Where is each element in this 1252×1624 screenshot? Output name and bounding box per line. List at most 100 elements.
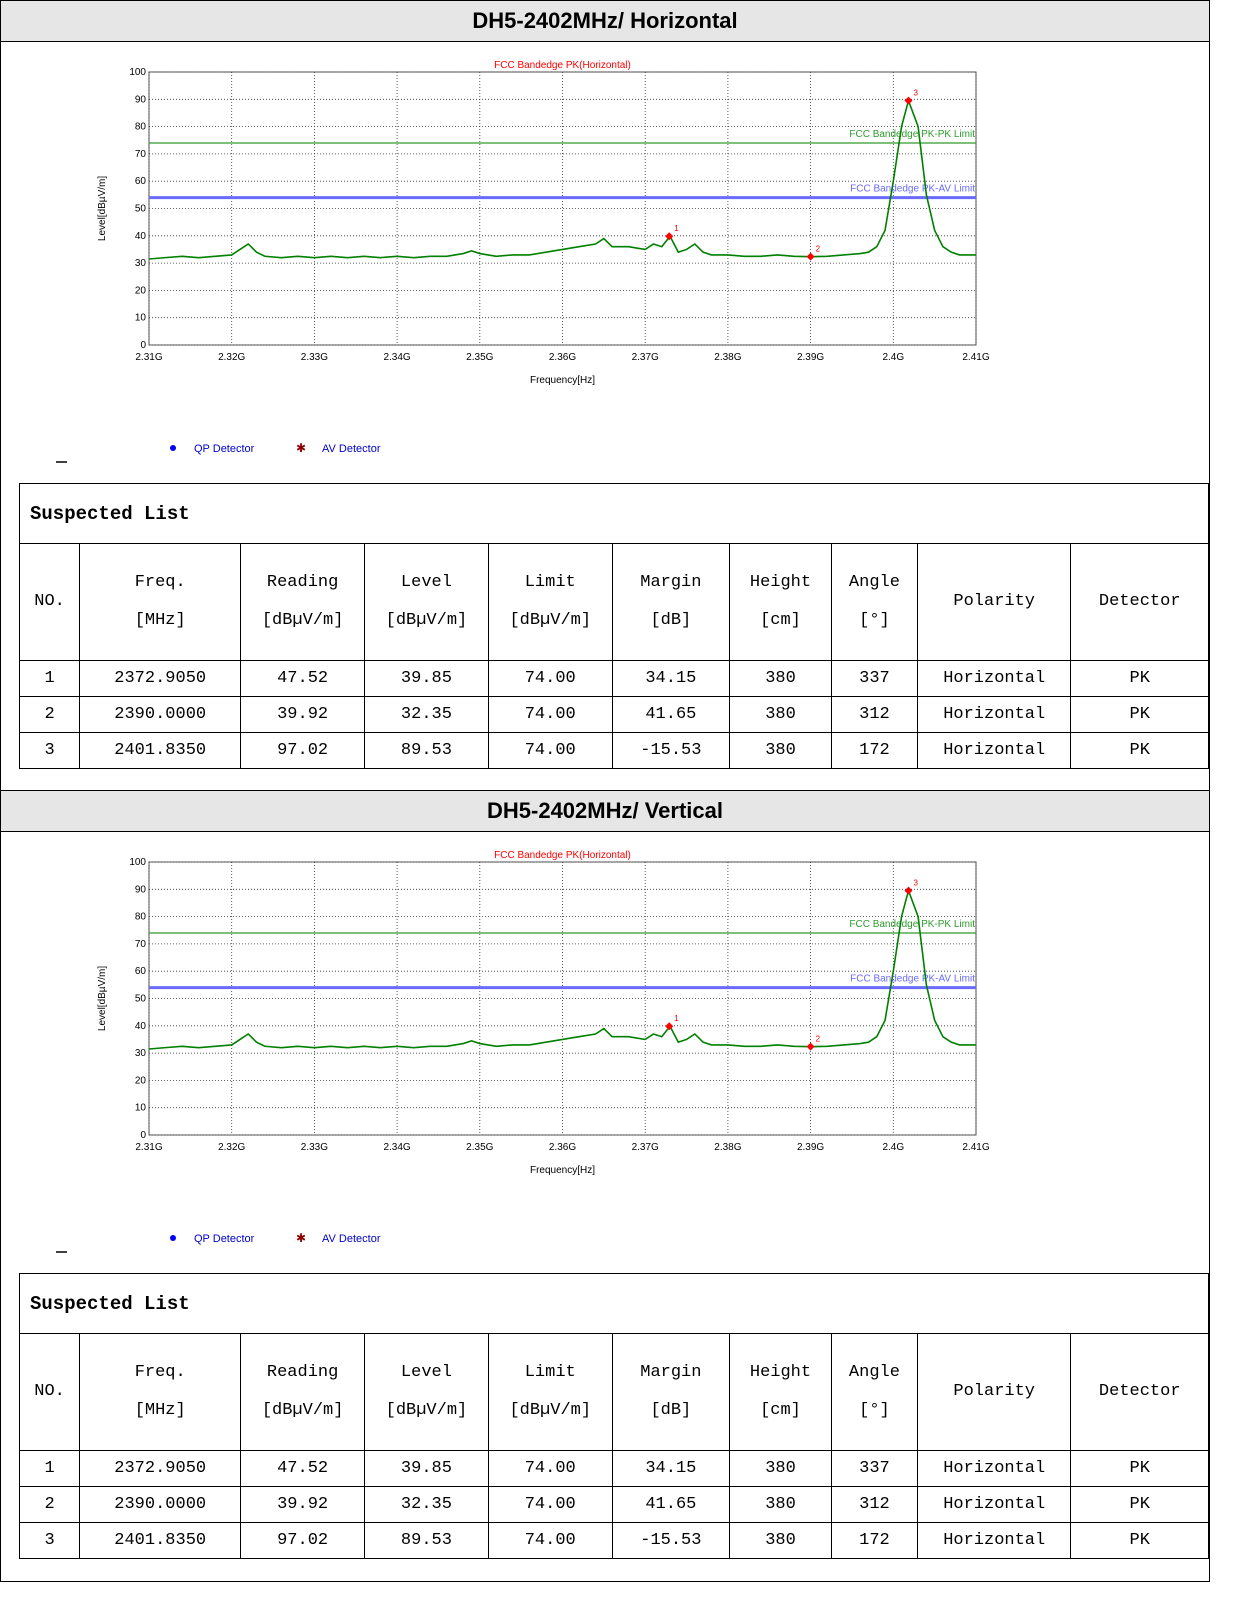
y-tick-label: 60 bbox=[135, 966, 147, 977]
x-tick-label: 2.32G bbox=[218, 352, 245, 363]
header-cell: Polarity bbox=[916, 1333, 1072, 1451]
cell: 2401.8350 bbox=[79, 1522, 242, 1559]
header-text: Margin bbox=[640, 1363, 702, 1382]
table-title: Suspected List bbox=[19, 1273, 1209, 1334]
cell: PK bbox=[1070, 1522, 1209, 1559]
x-tick-label: 2.36G bbox=[549, 352, 576, 363]
chart: 0 10 20 30 40 50 60 70 80 90 100 2.31G 2.32G 2.33G 2.3… bbox=[56, 60, 990, 463]
x-tick-label: 2.4G bbox=[882, 1142, 904, 1153]
x-tick-label: 2.37G bbox=[632, 1142, 659, 1153]
section: DH5-2402MHz/ Vertical 0 10 20 30 40 50 60 70 80 9… bbox=[0, 790, 1210, 1582]
cell: 32.35 bbox=[364, 1486, 489, 1523]
x-tick-label: 2.33G bbox=[301, 352, 328, 363]
legend-label: QP Detector bbox=[194, 443, 255, 455]
cell: 2372.9050 bbox=[79, 660, 242, 697]
header-text: [dB] bbox=[650, 1401, 692, 1420]
cell: 312 bbox=[830, 1486, 918, 1523]
chart-title: FCC Bandedge PK(Horizontal) bbox=[494, 60, 631, 71]
header-text: [dBµV/m] bbox=[385, 1401, 468, 1420]
header-text: [dBµV/m] bbox=[509, 611, 592, 630]
y-tick-label: 0 bbox=[140, 1130, 146, 1141]
x-tick-label: 2.38G bbox=[714, 1142, 741, 1153]
cell: 74.00 bbox=[487, 1522, 613, 1559]
y-tick-label: 20 bbox=[135, 285, 147, 296]
cell: 34.15 bbox=[611, 660, 731, 697]
x-tick-label: 2.35G bbox=[466, 1142, 493, 1153]
y-tick-label: 80 bbox=[135, 122, 147, 133]
cell: 32.35 bbox=[364, 696, 489, 733]
cell: 2 bbox=[18, 1486, 81, 1523]
x-tick-label: 2.38G bbox=[714, 352, 741, 363]
header-cell: Detector bbox=[1070, 1333, 1209, 1451]
marker bbox=[806, 252, 815, 261]
cell: PK bbox=[1070, 660, 1209, 697]
y-tick-label: 70 bbox=[135, 149, 147, 160]
cell: 41.65 bbox=[611, 1486, 731, 1523]
header-text: Limit bbox=[524, 573, 576, 592]
y-tick-label: 70 bbox=[135, 939, 147, 950]
header-text: Level bbox=[400, 573, 452, 592]
cell: 39.92 bbox=[240, 696, 366, 733]
header-text: [°] bbox=[859, 611, 890, 630]
section: DH5-2402MHz/ Horizontal 0 10 20 30 40 50 60 70 8… bbox=[0, 0, 1210, 792]
header-text: Angle bbox=[848, 1363, 900, 1382]
y-tick-label: 40 bbox=[135, 1021, 147, 1032]
y-tick-label: 100 bbox=[129, 857, 146, 868]
limit-label: FCC Bandedge PK-AV Limit bbox=[850, 184, 975, 195]
cell: 74.00 bbox=[487, 1450, 613, 1487]
header-text: [cm] bbox=[760, 1401, 801, 1420]
header-cell: Reading [dBµV/m] bbox=[240, 543, 366, 661]
header-text: [dBµV/m] bbox=[509, 1401, 592, 1420]
header-cell: Limit [dBµV/m] bbox=[487, 543, 613, 661]
data-row: 2 2390.0000 39.92 32.35 74.00 41.65 380 312 Hori… bbox=[18, 696, 1209, 733]
cell: PK bbox=[1070, 696, 1209, 733]
y-tick-label: 20 bbox=[135, 1075, 147, 1086]
y-tick-label: 40 bbox=[135, 231, 147, 242]
x-tick-label: 2.37G bbox=[632, 352, 659, 363]
marker bbox=[806, 1042, 815, 1051]
legend-label: AV Detector bbox=[322, 1233, 381, 1245]
cell: Horizontal bbox=[916, 1522, 1072, 1559]
y-tick-label: 90 bbox=[135, 884, 147, 895]
cell: 97.02 bbox=[240, 1522, 366, 1559]
cell: PK bbox=[1070, 1486, 1209, 1523]
title-row: Suspected List bbox=[19, 483, 1209, 544]
header-text: Height bbox=[749, 573, 812, 592]
cell: Horizontal bbox=[916, 732, 1072, 769]
cell: 380 bbox=[729, 696, 832, 733]
cell: 97.02 bbox=[240, 732, 366, 769]
y-tick-label: 90 bbox=[135, 94, 147, 105]
cell: 39.85 bbox=[364, 660, 489, 697]
cell: 41.65 bbox=[611, 696, 731, 733]
header-text: Limit bbox=[524, 1363, 576, 1382]
header-text: Polarity bbox=[953, 1382, 1036, 1401]
cell: 89.53 bbox=[364, 1522, 489, 1559]
legend-marker: ✱ bbox=[296, 441, 306, 455]
header-cell: Level [dBµV/m] bbox=[364, 543, 489, 661]
cell: 172 bbox=[830, 732, 918, 769]
legend-label: QP Detector bbox=[194, 1233, 255, 1245]
header-text: Angle bbox=[848, 573, 900, 592]
header-text: Freq. bbox=[134, 573, 186, 592]
marker-label: 1 bbox=[674, 1014, 679, 1023]
x-tick-label: 2.33G bbox=[301, 1142, 328, 1153]
cell: 89.53 bbox=[364, 732, 489, 769]
suspected-table: Suspected List NO. Freq. [MHz] Reading [dBµV/… bbox=[18, 483, 1209, 769]
cell: -15.53 bbox=[611, 1522, 731, 1559]
header-text: Level bbox=[400, 1363, 452, 1382]
x-axis-label: Frequency[Hz] bbox=[530, 1165, 595, 1176]
cell: 3 bbox=[18, 732, 81, 769]
data-row: 1 2372.9050 47.52 39.85 74.00 34.15 380 337 Hori… bbox=[18, 660, 1209, 697]
cell: Horizontal bbox=[916, 696, 1072, 733]
cell: 380 bbox=[729, 1450, 832, 1487]
header-text: Reading bbox=[266, 1363, 339, 1382]
header-text: NO. bbox=[34, 1382, 65, 1401]
y-tick-label: 30 bbox=[135, 258, 147, 269]
cell: 312 bbox=[830, 696, 918, 733]
cell: PK bbox=[1070, 1450, 1209, 1487]
y-axis-label: Level[dBµV/m] bbox=[97, 176, 108, 241]
header-text: [cm] bbox=[760, 611, 801, 630]
y-tick-label: 60 bbox=[135, 176, 147, 187]
header-row: NO. Freq. [MHz] Reading [dBµV/m] Level [dBµV/m… bbox=[18, 1333, 1209, 1451]
